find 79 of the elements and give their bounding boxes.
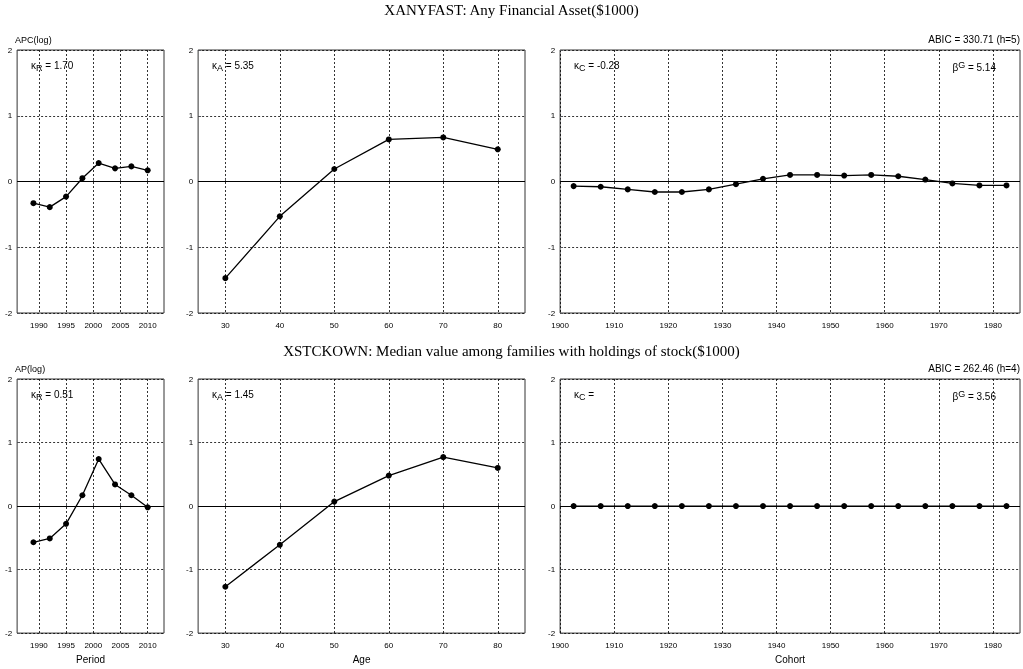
y-tick-label: -1 [547,242,556,252]
x-tick-label: 2005 [111,640,130,650]
y-tick-label: 0 [188,501,194,511]
x-tick-label: 1995 [57,320,76,330]
text: ABIC = 330.71 (h=5) [928,33,1021,45]
y-tick-label: -1 [4,242,13,252]
x-tick-label: 30 [220,320,231,330]
x-tick-label: 1900 [551,320,570,330]
x-tick-label: 80 [493,320,503,330]
x-tick-label: 60 [384,640,394,650]
x-tick-label: 1920 [659,640,678,650]
x-tick-label: 1960 [875,640,895,650]
y-tick-label: -2 [4,308,13,318]
x-tick-label: 1995 [57,640,76,650]
x-axis-title: Cohort [775,653,806,665]
x-tick-label: 1920 [659,320,678,330]
y-tick-label: 2 [7,374,13,384]
x-tick-label: 70 [438,320,449,330]
y-tick-label: -2 [185,628,194,638]
x-tick-label: 40 [275,640,285,650]
y-tick-label: 0 [550,501,556,511]
y-tick-label: 1 [188,111,194,121]
y-tick-label: 0 [550,177,556,186]
y-axis-title: AP(log) [15,363,46,374]
y-tick-label: 2 [188,374,194,384]
x-tick-label: 1970 [929,320,949,330]
x-tick-label: 1930 [713,640,732,650]
chart-title: XANYFAST: Any Financial Asset($1000) [383,2,640,19]
y-tick-label: -1 [185,242,194,252]
y-tick-label: 1 [7,438,13,448]
y-axis-title: APC(log) [15,34,52,45]
x-tick-label: 1990 [29,320,49,330]
x-tick-label: 50 [329,320,340,330]
x-tick-label: 1980 [984,640,1003,650]
y-tick-label: 0 [188,177,194,186]
y-tick-label: 1 [550,111,556,121]
x-tick-label: 50 [329,640,340,650]
y-tick-label: -1 [4,565,13,575]
x-tick-label: 2010 [138,320,158,330]
x-tick-label: 60 [384,320,394,330]
y-tick-label: 2 [550,45,556,55]
x-tick-label: 1910 [605,640,624,650]
x-tick-label: 2000 [84,640,103,650]
y-tick-label: -1 [547,565,556,575]
chart-title: XSTCKOWN: Median value among families with holdings of stock($1000) [282,343,741,360]
y-tick-label: 2 [188,45,194,55]
y-tick-label: 2 [7,45,13,55]
x-tick-label: 1940 [767,320,786,330]
x-tick-label: 2010 [138,640,158,650]
y-tick-label: -2 [547,308,556,318]
y-tick-label: 0 [7,501,13,511]
y-tick-label: 1 [188,438,194,448]
text: ABIC = 262.46 (h=4) [928,362,1021,374]
x-tick-label: 2005 [111,320,130,330]
y-tick-label: 2 [550,374,556,384]
x-tick-label: 40 [275,320,285,330]
x-tick-label: 1950 [821,320,841,330]
x-axis-title: Period [76,653,106,665]
y-tick-label: -2 [185,308,194,318]
y-tick-label: 1 [7,111,13,121]
y-tick-label: 0 [7,177,13,186]
x-tick-label: 1960 [875,320,895,330]
x-tick-label: 1980 [984,320,1003,330]
x-tick-label: 30 [220,640,231,650]
x-tick-label: 1930 [713,320,732,330]
x-tick-label: 1940 [767,640,786,650]
x-tick-label: 1970 [929,640,949,650]
x-tick-label: 1990 [29,640,49,650]
x-axis-title: Age [352,653,371,665]
y-tick-label: -1 [185,565,194,575]
y-tick-label: -2 [4,628,13,638]
x-tick-label: 80 [493,640,503,650]
x-tick-label: 2000 [84,320,103,330]
y-tick-label: -2 [547,628,556,638]
x-tick-label: 1950 [821,640,841,650]
x-tick-label: 1900 [551,640,570,650]
x-tick-label: 1910 [605,320,624,330]
x-tick-label: 70 [438,640,449,650]
y-tick-label: 1 [550,438,556,448]
